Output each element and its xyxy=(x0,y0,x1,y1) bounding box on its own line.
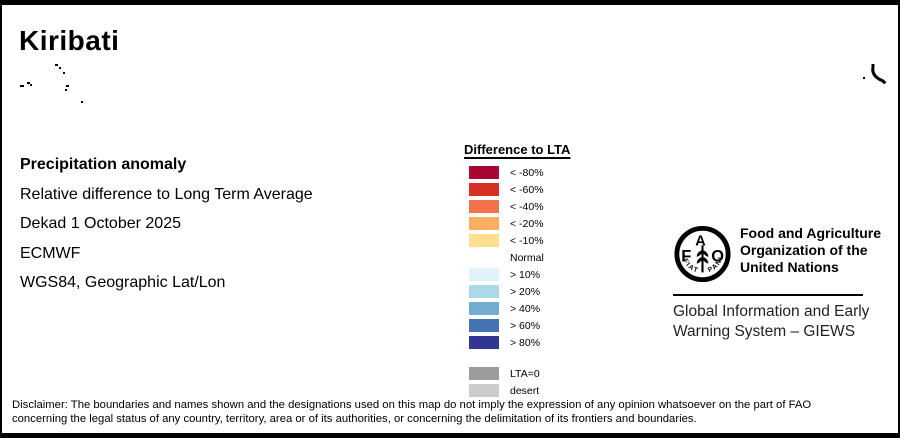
page-title: Kiribati xyxy=(19,25,120,56)
legend-row: > 10% xyxy=(469,266,570,283)
legend-swatch xyxy=(469,251,499,264)
legend-label: > 40% xyxy=(510,302,541,315)
legend-swatch xyxy=(469,336,499,349)
info-line-projection: WGS84, Geographic Lat/Lon xyxy=(20,274,226,291)
fao-org-name: Food and Agriculture Organization of the… xyxy=(740,225,881,276)
legend-label: < -10% xyxy=(510,234,544,247)
legend-swatch xyxy=(469,217,499,230)
fao-separator-line xyxy=(673,294,863,296)
legend: Difference to LTA < -80% < -60% < -40% < -2… xyxy=(464,142,570,399)
legend-rows: < -80% < -60% < -40% < -20% < -10% Normal > 10… xyxy=(469,164,570,399)
legend-label: < -60% xyxy=(510,183,544,196)
legend-title: Difference to LTA xyxy=(464,142,571,157)
giews-line: Warning System – GIEWS xyxy=(673,323,856,340)
legend-row: > 20% xyxy=(469,283,570,300)
island-dot xyxy=(20,85,24,87)
island-dot xyxy=(81,101,83,103)
legend-swatch xyxy=(469,268,499,281)
legend-swatch xyxy=(469,285,499,298)
island-dot xyxy=(30,84,32,86)
island-dot xyxy=(66,85,69,87)
legend-row: > 40% xyxy=(469,300,570,317)
legend-label: < -40% xyxy=(510,200,544,213)
island-dot xyxy=(63,72,65,74)
legend-swatch xyxy=(469,183,499,196)
legend-row: > 80% xyxy=(469,334,570,351)
svg-text:O: O xyxy=(711,248,724,266)
legend-label: < -20% xyxy=(510,217,544,230)
disclaimer-line: concerning the legal status of any count… xyxy=(12,413,697,425)
legend-swatch xyxy=(469,367,499,380)
legend-row: desert xyxy=(469,382,570,399)
island-dot xyxy=(65,89,67,91)
info-line-dekad: Dekad 1 October 2025 xyxy=(20,215,181,232)
legend-label: > 10% xyxy=(510,268,541,281)
map-info-block: Precipitation anomaly Relative differenc… xyxy=(20,150,313,298)
legend-row: < -80% xyxy=(469,164,570,181)
legend-row: < -20% xyxy=(469,215,570,232)
legend-row: < -40% xyxy=(469,198,570,215)
legend-row: > 60% xyxy=(469,317,570,334)
legend-swatch xyxy=(469,166,499,179)
legend-row: LTA=0 xyxy=(469,365,570,382)
legend-label: desert xyxy=(510,384,540,397)
info-line-relative-difference: Relative difference to Long Term Average xyxy=(20,185,313,203)
map-subtitle: Precipitation anomaly xyxy=(20,156,187,173)
legend-swatch xyxy=(469,319,499,332)
giews-line: Global Information and Early xyxy=(673,303,870,320)
disclaimer-line: Disclaimer: The boundaries and names sho… xyxy=(12,399,812,411)
info-line-source: ECMWF xyxy=(20,244,81,262)
legend-label: > 20% xyxy=(510,285,541,298)
fao-org-line: Organization of the xyxy=(740,242,868,258)
island-dot xyxy=(27,82,30,84)
island-dot xyxy=(863,77,865,79)
legend-row: < -10% xyxy=(469,232,570,249)
legend-swatch xyxy=(469,384,499,397)
disclaimer-text: Disclaimer: The boundaries and names sho… xyxy=(12,398,811,426)
legend-label: > 60% xyxy=(510,319,541,332)
legend-swatch xyxy=(469,200,499,213)
svg-text:A: A xyxy=(695,233,706,249)
legend-label: < -80% xyxy=(510,166,544,179)
legend-swatch xyxy=(469,234,499,247)
legend-label: Normal xyxy=(510,251,544,264)
legend-label: LTA=0 xyxy=(510,367,540,380)
legend-row: Normal xyxy=(469,249,570,266)
svg-text:F: F xyxy=(681,248,691,266)
legend-row: < -60% xyxy=(469,181,570,198)
giews-label: Global Information and Early Warning Sys… xyxy=(673,302,869,342)
kiritimati-island-shape xyxy=(871,64,887,85)
legend-label: > 80% xyxy=(510,336,541,349)
fao-org-line: United Nations xyxy=(740,259,839,275)
island-dot xyxy=(59,67,61,69)
island-dot xyxy=(55,64,58,66)
fao-logo-icon: F A O FIAT PANIS xyxy=(673,225,731,283)
legend-swatch xyxy=(469,302,499,315)
fao-org-line: Food and Agriculture xyxy=(740,225,882,241)
